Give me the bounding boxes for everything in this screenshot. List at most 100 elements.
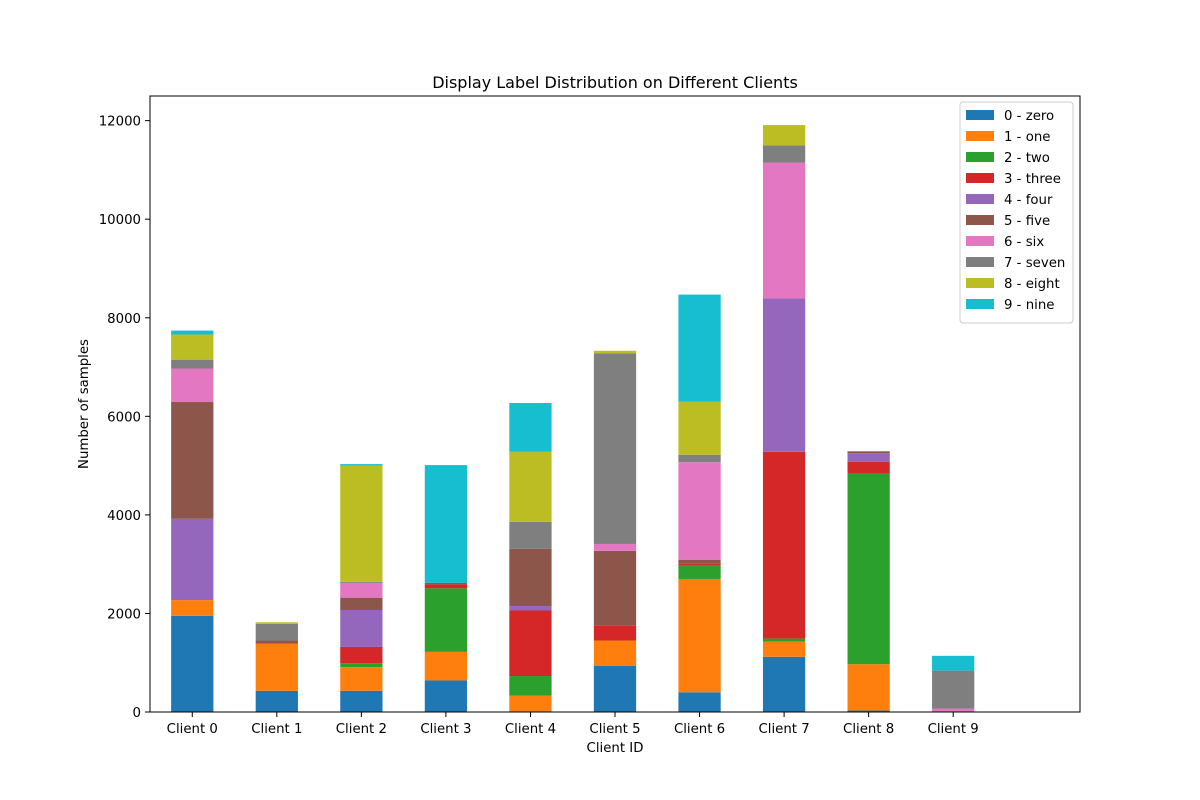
legend-swatch	[966, 131, 994, 141]
y-axis: 0 2000 4000 6000 8000 10000 12000	[99, 115, 150, 721]
bar-segment	[847, 664, 890, 711]
bar-segment	[847, 451, 890, 454]
x-axis: Client 0 Client 1 Client 2 Client 3 Client 4…	[167, 712, 979, 737]
legend-swatch	[966, 236, 994, 246]
bar-segment	[509, 695, 552, 712]
bar-segment	[762, 125, 806, 146]
legend-swatch	[966, 173, 994, 183]
bar-segment	[593, 543, 637, 551]
y-tick-label: 4000	[107, 509, 141, 524]
bar-segment	[762, 638, 806, 642]
bar-segment	[255, 640, 298, 644]
bar-segment	[847, 472, 890, 665]
bar-segment	[509, 606, 552, 611]
bar-segment	[762, 641, 806, 657]
bar-segment	[340, 597, 383, 610]
legend-label: 4 - four	[1004, 193, 1053, 208]
x-tick-label: Client 4	[505, 722, 556, 737]
bar-segment	[847, 453, 890, 462]
bar-segment	[171, 368, 214, 403]
x-tick-label: Client 9	[928, 722, 979, 737]
bar-segment	[678, 454, 721, 463]
bar-segment	[762, 451, 806, 639]
bars-layer	[171, 125, 975, 712]
legend-swatch	[966, 278, 994, 288]
bar-segment	[255, 623, 298, 641]
legend-label: 8 - eight	[1004, 277, 1060, 292]
bar-segment	[171, 615, 214, 712]
bar-segment	[762, 145, 806, 163]
x-tick-label: Client 2	[336, 722, 387, 737]
bar-segment	[340, 464, 383, 466]
bar-segment	[255, 622, 298, 624]
bar-segment	[593, 625, 637, 641]
legend-swatch	[966, 257, 994, 267]
legend-swatch	[966, 194, 994, 204]
bar-segment	[509, 403, 552, 452]
y-tick-label: 2000	[107, 607, 141, 622]
x-tick-label: Client 8	[843, 722, 894, 737]
bar-segment	[509, 521, 552, 549]
bar-segment	[171, 600, 214, 616]
bar-segment	[678, 559, 721, 564]
bar-segment	[932, 655, 975, 671]
bar-segment	[424, 465, 468, 583]
bar-segment	[340, 663, 383, 668]
bar-segment	[255, 690, 298, 712]
bar-segment	[340, 581, 383, 583]
bar-segment	[424, 582, 468, 585]
legend-swatch	[966, 215, 994, 225]
bar-segment	[171, 330, 214, 335]
x-tick-label: Client 6	[674, 722, 725, 737]
bar-segment	[171, 402, 214, 519]
y-axis-title: Number of samples	[77, 339, 92, 469]
legend-label: 7 - seven	[1004, 256, 1065, 271]
x-tick-label: Client 1	[251, 722, 302, 737]
x-tick-label: Client 5	[589, 722, 640, 737]
legend-label: 1 - one	[1004, 130, 1050, 145]
bar-segment	[593, 353, 637, 544]
bar-segment	[678, 563, 721, 566]
legend-swatch	[966, 299, 994, 309]
legend-label: 6 - six	[1004, 235, 1044, 250]
legend-swatch	[966, 152, 994, 162]
bar-segment	[509, 451, 552, 522]
legend-label: 0 - zero	[1004, 109, 1054, 124]
legend: 0 - zero 1 - one 2 - two 3 - three 4 - four 5…	[959, 101, 1074, 324]
bar-segment	[932, 708, 975, 712]
bar-segment	[171, 334, 214, 360]
y-tick-label: 12000	[99, 115, 141, 130]
bar-segment	[509, 548, 552, 607]
bar-segment	[424, 584, 468, 589]
bar-segment	[678, 462, 721, 560]
bar-segment	[171, 359, 214, 369]
legend-swatch	[966, 110, 994, 120]
bar-segment	[255, 643, 298, 691]
legend-label: 3 - three	[1004, 172, 1061, 187]
bar-segment	[424, 588, 468, 652]
legend-label: 9 - nine	[1004, 298, 1054, 313]
bar-segment	[678, 578, 721, 693]
x-axis-title: Client ID	[587, 741, 644, 756]
y-tick-label: 8000	[107, 312, 141, 327]
bar-segment	[171, 518, 214, 601]
legend-label: 5 - five	[1004, 214, 1050, 229]
x-tick-label: Client 0	[167, 722, 218, 737]
bar-segment	[593, 550, 637, 626]
bar-segment	[424, 651, 468, 681]
bar-segment	[340, 465, 383, 582]
bar-segment	[340, 690, 383, 712]
bar-segment	[678, 294, 721, 402]
x-tick-label: Client 3	[420, 722, 471, 737]
bar-segment	[932, 670, 975, 709]
bar-segment	[593, 665, 637, 712]
y-tick-label: 0	[133, 706, 141, 721]
bar-segment	[340, 609, 383, 647]
bar-segment	[678, 565, 721, 579]
chart-title: Display Label Distribution on Different …	[432, 73, 798, 92]
bar-segment	[340, 646, 383, 664]
bar-segment	[340, 582, 383, 598]
x-tick-label: Client 7	[758, 722, 809, 737]
bar-segment	[509, 610, 552, 677]
